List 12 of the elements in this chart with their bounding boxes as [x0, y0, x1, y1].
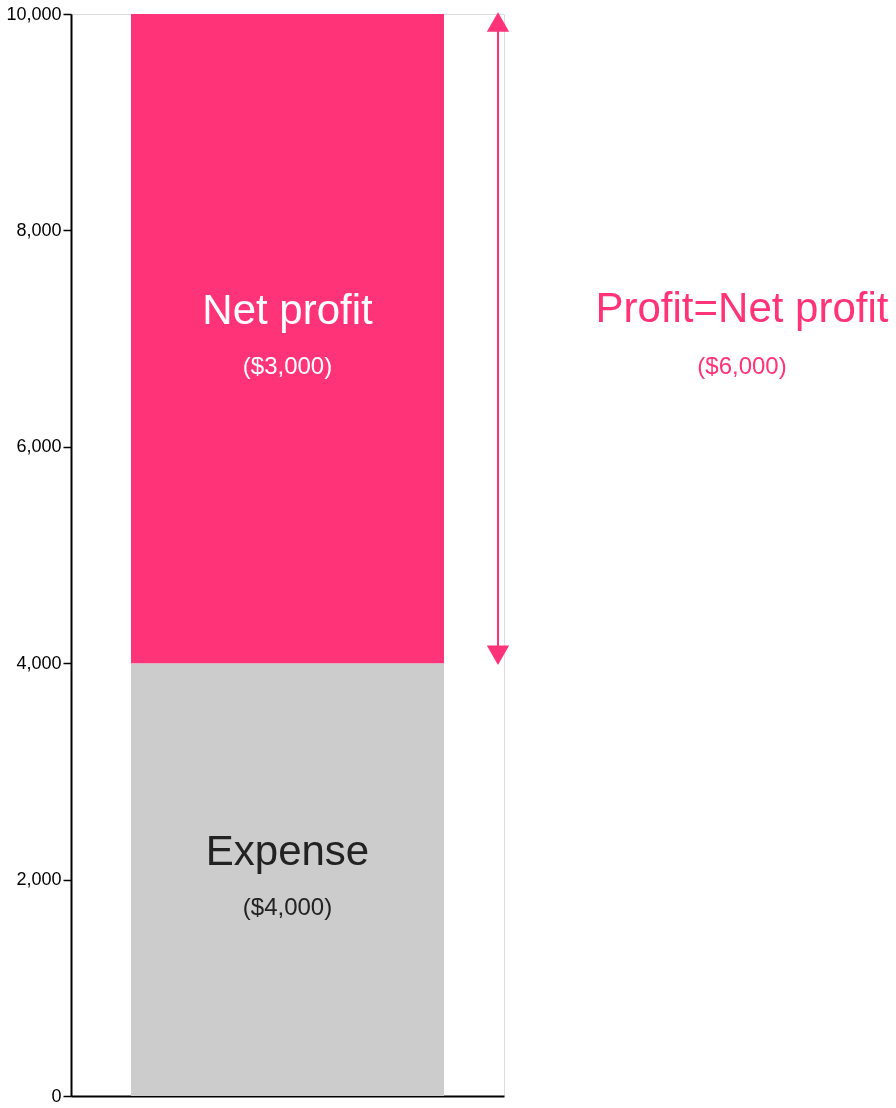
series-label: Expense: [205, 826, 370, 874]
data-label: ($4,000): [242, 892, 333, 920]
y-tick-label: 4,000: [16, 652, 62, 673]
y-tick-label: 0: [51, 1085, 62, 1106]
y-tick-label: 8,000: [16, 219, 62, 240]
text: ($6,000): [697, 351, 787, 379]
series-label: Net profit: [202, 285, 374, 333]
y-tick-label: 6,000: [16, 436, 62, 457]
y-tick-label: 2,000: [16, 869, 62, 890]
y-tick-label: 10,000: [6, 3, 62, 24]
annotation: ($3,000): [242, 351, 333, 379]
text: Profit=Net profit: [595, 283, 889, 331]
